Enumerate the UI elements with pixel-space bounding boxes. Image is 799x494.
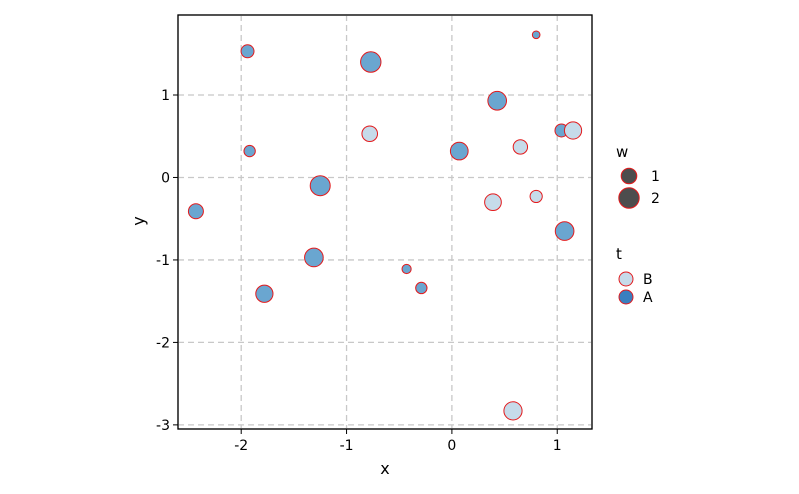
legend-size-title: w [616, 143, 628, 161]
data-point [401, 263, 412, 275]
legend-color-label: A [643, 290, 653, 306]
plot-frame [177, 14, 593, 430]
legend-color-key [618, 271, 634, 287]
legend-size: w 1 2 [616, 143, 660, 209]
legend-size-label: 2 [651, 191, 660, 207]
y-axis-label: y [129, 216, 148, 225]
grid-lines [178, 15, 592, 429]
data-point [487, 90, 508, 111]
data-point [554, 221, 575, 241]
data-point [243, 144, 256, 158]
data-point [512, 139, 529, 155]
y-axis: -3 -2 -1 0 1 [156, 88, 178, 434]
data-point [484, 193, 502, 212]
plot-panel [177, 14, 593, 430]
data-point [361, 125, 379, 143]
x-axis-label: x [380, 459, 389, 478]
x-tick-label: 0 [447, 438, 456, 454]
data-point [531, 30, 541, 40]
legend-color-label: B [643, 272, 653, 288]
data-point [187, 203, 204, 220]
legend-size-key [618, 187, 640, 209]
legend-size-label: 1 [651, 169, 660, 185]
data-point [529, 189, 543, 204]
legend-color-key [618, 289, 634, 305]
data-point [449, 141, 469, 161]
data-point [255, 284, 274, 303]
data-point [360, 51, 382, 73]
x-tick-label: -2 [234, 438, 248, 454]
y-tick-label: -3 [156, 418, 170, 434]
data-point [304, 247, 324, 268]
x-tick-label: 1 [553, 438, 562, 454]
data-point [503, 401, 523, 421]
y-tick-label: -2 [156, 335, 170, 351]
y-tick-label: 0 [161, 170, 170, 186]
y-tick-label: -1 [156, 253, 170, 269]
data-point [563, 121, 583, 140]
data-point [240, 44, 255, 59]
x-tick-label: -1 [340, 438, 354, 454]
legend-color: t BA [616, 245, 653, 306]
legend-color-title: t [616, 245, 622, 263]
data-points [187, 30, 583, 421]
x-axis: -2 -1 0 1 [234, 429, 562, 454]
data-point [309, 175, 331, 197]
legend-size-key [620, 167, 638, 185]
y-tick-label: 1 [161, 88, 170, 104]
data-point [415, 281, 428, 295]
